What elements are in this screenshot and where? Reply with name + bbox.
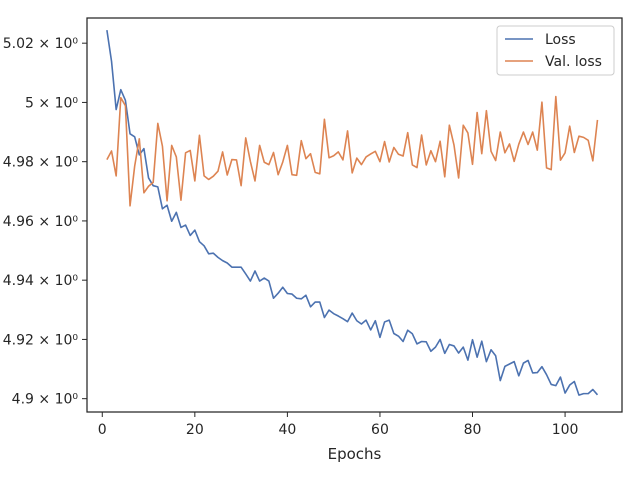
y-axis: 4.9 × 10⁰ 4.92 × 10⁰ 4.94 × 10⁰ 4.96 × 10⁰ 4… xyxy=(3,36,87,408)
y-tick-label: 4.9 × 10⁰ xyxy=(12,392,79,408)
y-tick-label: 4.94 × 10⁰ xyxy=(3,273,79,289)
y-tick-label: 4.96 × 10⁰ xyxy=(3,214,79,230)
x-tick-label: 40 xyxy=(278,422,296,438)
x-axis: 0 20 40 60 80 100 xyxy=(98,412,579,438)
series-line-val-loss xyxy=(106,95,599,207)
x-axis-label: Epochs xyxy=(328,445,382,463)
x-tick-label: 0 xyxy=(98,422,107,438)
y-tick-label: 5 × 10⁰ xyxy=(25,95,78,111)
plot-frame xyxy=(86,17,623,413)
x-tick-label: 60 xyxy=(371,422,389,438)
series-line-loss xyxy=(106,30,599,396)
y-tick-label: 4.98 × 10⁰ xyxy=(3,155,79,171)
x-tick-label: 80 xyxy=(464,422,482,438)
y-tick-label: 4.92 × 10⁰ xyxy=(3,332,79,348)
series-layer xyxy=(106,30,599,396)
y-tick-label: 5.02 × 10⁰ xyxy=(3,36,79,52)
legend-label: Loss xyxy=(545,32,576,48)
x-tick-label: 20 xyxy=(186,422,204,438)
legend-label: Val. loss xyxy=(545,54,602,70)
x-tick-label: 100 xyxy=(552,422,579,438)
legend: Loss Val. loss xyxy=(496,25,615,76)
